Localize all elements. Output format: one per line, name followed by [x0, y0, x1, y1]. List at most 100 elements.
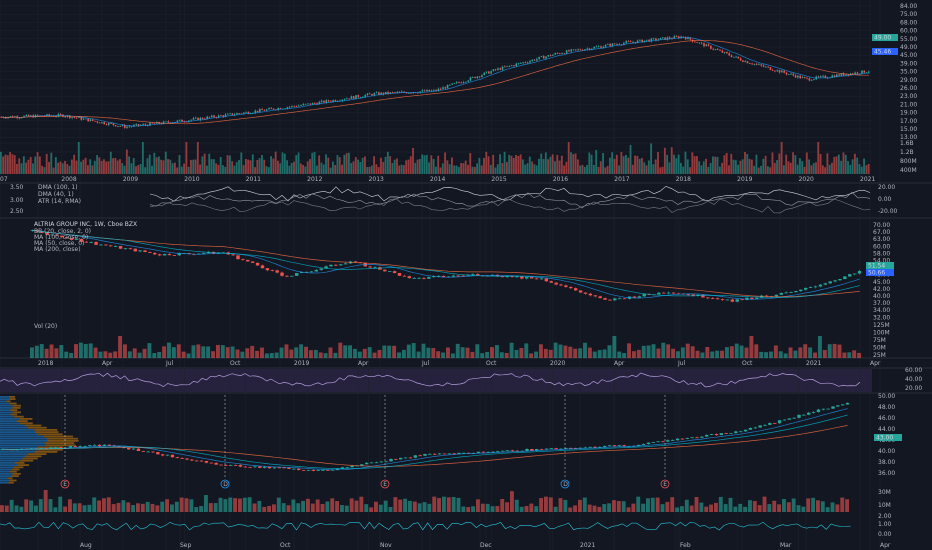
pane1-candle [302, 103, 305, 106]
pane1-volume-bar [563, 165, 566, 174]
pane3-volume-bar [240, 351, 245, 358]
pane1-volume-bar [522, 159, 524, 174]
pane3-volume-label: 25M [873, 352, 886, 359]
pane1-volume-bar [382, 162, 385, 174]
pane5-candle [491, 451, 495, 453]
pane3-volume-bar [685, 343, 690, 358]
pane3-legend-item[interactable]: MA (100, close, 0) [34, 234, 88, 241]
pane5-volume-bar [811, 497, 816, 512]
pane3-symbol-title[interactable]: ALTRIA GROUP INC, 1W, Cboe BZX [34, 221, 137, 228]
pane3-date-label: Oct [742, 360, 753, 367]
pane3-candle [397, 272, 402, 276]
pane1-volume-bar [160, 159, 163, 174]
pane5-volume-bar [553, 506, 558, 512]
pane3-legend-item[interactable]: MA (50, close, 0) [34, 240, 84, 247]
pane1-volume-bar [544, 152, 547, 174]
pane5-volume-bar [782, 498, 786, 512]
pane3-candle [412, 277, 416, 279]
pane5-volume-bar [408, 500, 412, 512]
pane1-volume-bar [13, 155, 16, 174]
pane1-volume-bar [125, 149, 128, 174]
pane3-volume-bar [39, 344, 44, 358]
volume-profile-bar [14, 466, 24, 469]
pane1-volume-bar [675, 158, 678, 174]
pane1-candle [4, 117, 7, 119]
pane1-volume-bar [242, 165, 245, 174]
pane1-candle [364, 95, 366, 97]
pane3-candle [334, 264, 338, 266]
pane1-candle [0, 116, 2, 118]
pane2-legend-item[interactable]: ATR (14, RMA) [38, 198, 81, 205]
pane2-legend-item[interactable]: DMA (100, 1) [38, 184, 78, 191]
pane5-candle [656, 441, 660, 443]
pane1-candle [595, 46, 598, 48]
pane1-candle [684, 37, 687, 40]
pane3-volume-bar [744, 347, 749, 358]
pane1-candle [854, 72, 856, 74]
pane3-volume-bar [788, 347, 793, 358]
pane3-volume-label[interactable]: Vol (20) [34, 323, 57, 330]
pane1-candle [767, 66, 769, 68]
pane1-volume-bar [677, 154, 680, 174]
pane1-candle [799, 75, 801, 79]
pane3-volume-bar [196, 344, 201, 358]
pane1-candle [497, 68, 499, 70]
pane5-volume-bar [24, 499, 29, 512]
pane5-candle [583, 447, 587, 449]
pane1-candle [176, 120, 179, 123]
pane1-candle [494, 69, 497, 71]
pane2-legend-item[interactable]: DMA (40, 1) [38, 191, 74, 198]
pane1-candle [233, 114, 236, 116]
pane3-candle [852, 273, 857, 275]
pane1-volume-bar [512, 157, 515, 174]
pane3-volume-bar [353, 348, 357, 358]
pane5-volume-bar [563, 499, 568, 512]
pane5-candle [578, 447, 583, 449]
pane3-candle [148, 252, 152, 253]
pane1-volume-bar [702, 161, 705, 174]
pane3-date-label: 2019 [294, 360, 309, 367]
pane3-volume-bar [524, 343, 529, 358]
pane5-volume-bar [145, 501, 150, 512]
pane1-volume-bar [835, 156, 838, 174]
pane5-candle [486, 451, 490, 453]
pane3-volume-bar [587, 347, 592, 358]
pane1-candle [373, 93, 376, 96]
pane5-volume-bar [160, 501, 165, 512]
volume-profile-bar [47, 440, 79, 442]
pane3-candle [808, 287, 813, 288]
volume-profile-bar [0, 400, 7, 403]
pane1-candle [501, 66, 504, 70]
pane1-candle [396, 91, 399, 93]
pane1-candle [25, 114, 28, 116]
pane5-candle [782, 419, 787, 421]
pane1-price-label: 17.00 [900, 118, 917, 125]
volume-profile-bar [0, 459, 20, 462]
pane5-volume-bar [446, 497, 451, 512]
pane5-volume-bar [349, 498, 354, 512]
pane5-volume-bar [597, 506, 602, 512]
pane5-candle [758, 425, 762, 428]
pane3-volume-bar [759, 351, 764, 358]
pane5-candle [340, 467, 345, 469]
volume-profile-bar [12, 411, 21, 414]
pane1-volume-bar [64, 160, 66, 174]
pane3-legend-item[interactable]: BB (20, close, 2, 0) [34, 228, 91, 235]
pane3-legend-item[interactable]: MA (200, close) [34, 246, 81, 253]
pane1-candle [208, 116, 211, 118]
pane1-candle [801, 77, 804, 79]
pane1-candle [320, 100, 323, 102]
pane1-candle [128, 126, 131, 128]
pane1-volume-bar [396, 158, 398, 174]
pane1-volume-bar [801, 161, 804, 174]
pane3-volume-bar [411, 343, 416, 358]
pane1-candle [746, 61, 749, 64]
volume-profile-bar [0, 457, 23, 460]
pane1-volume-bar [288, 165, 291, 174]
pane3-candle [40, 231, 44, 233]
pane1-volume-bar [430, 155, 433, 174]
pane1-volume-bar [540, 153, 543, 174]
pane5-volume-bar [398, 499, 403, 512]
pane2-right-label-1: 0.00 [878, 196, 892, 203]
